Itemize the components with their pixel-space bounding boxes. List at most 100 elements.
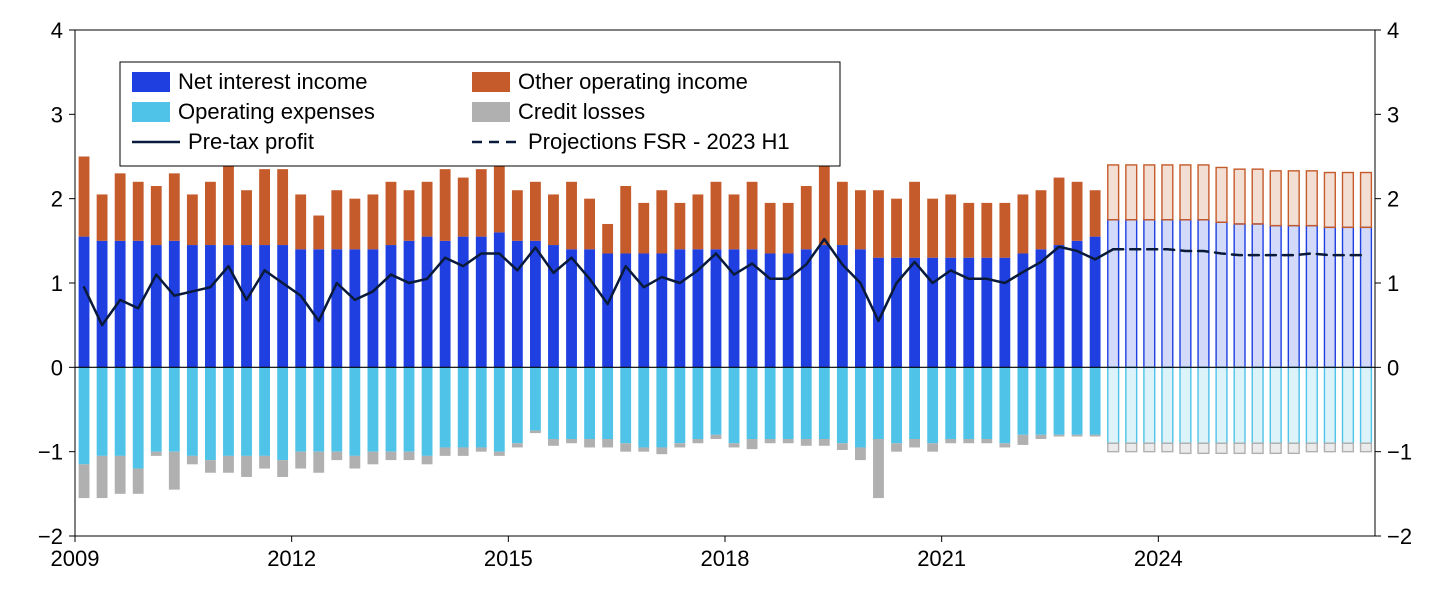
credit_losses-bar: [945, 439, 956, 443]
operating_expenses-bar: [241, 367, 252, 456]
svg-text:1: 1: [51, 271, 63, 296]
credit_losses-bar: [187, 456, 198, 464]
operating_expenses-bar: [440, 367, 451, 447]
credit_losses-bar: [476, 447, 487, 451]
net_interest_income-bar: [133, 241, 144, 367]
other_operating_income-bar: [1180, 165, 1191, 220]
other_operating_income-bar: [1234, 169, 1245, 224]
net_interest_income-bar: [855, 249, 866, 367]
operating_expenses-bar: [386, 367, 397, 451]
net_interest_income-bar: [313, 249, 324, 367]
credit_losses-bar: [1234, 443, 1245, 453]
operating_expenses-bar: [1198, 367, 1209, 443]
other_operating_income-bar: [151, 186, 162, 245]
net_interest_income-bar: [422, 237, 433, 368]
net_interest_income-bar: [602, 253, 613, 367]
profit-decomposition-chart: −2−2−1−100112233442009201220152018202120…: [0, 0, 1445, 596]
other_operating_income-bar: [566, 182, 577, 249]
net_interest_income-bar: [1036, 249, 1047, 367]
other_operating_income-bar: [476, 169, 487, 236]
credit_losses-bar: [1036, 435, 1047, 439]
net_interest_income-bar: [259, 245, 270, 367]
credit_losses-bar: [386, 452, 397, 460]
credit_losses-bar: [1216, 443, 1227, 453]
legend-swatch: [132, 72, 170, 92]
credit_losses-bar: [277, 460, 288, 477]
net_interest_income-bar: [368, 249, 379, 367]
net_interest_income-bar: [891, 258, 902, 368]
credit_losses-bar: [981, 439, 992, 443]
credit_losses-bar: [927, 443, 938, 451]
operating_expenses-bar: [584, 367, 595, 439]
credit_losses-bar: [1270, 443, 1281, 453]
svg-text:4: 4: [51, 18, 63, 43]
credit_losses-bar: [1306, 443, 1317, 451]
credit_losses-bar: [151, 452, 162, 456]
credit_losses-bar: [602, 439, 613, 447]
other_operating_income-bar: [981, 203, 992, 258]
net_interest_income-bar: [1054, 245, 1065, 367]
operating_expenses-bar: [963, 367, 974, 439]
net_interest_income-bar: [277, 245, 288, 367]
operating_expenses-bar: [1288, 367, 1299, 443]
operating_expenses-bar: [115, 367, 126, 456]
net_interest_income-bar: [241, 245, 252, 367]
credit_losses-bar: [97, 456, 108, 498]
credit_losses-bar: [1090, 435, 1101, 437]
operating_expenses-bar: [458, 367, 469, 447]
credit_losses-bar: [819, 439, 830, 446]
net_interest_income-bar: [530, 241, 541, 367]
credit_losses-bar: [1288, 443, 1299, 453]
net_interest_income-bar: [729, 249, 740, 367]
legend-label: Net interest income: [178, 69, 368, 94]
operating_expenses-bar: [494, 367, 505, 451]
credit_losses-bar: [530, 431, 541, 434]
operating_expenses-bar: [1252, 367, 1263, 443]
operating_expenses-bar: [1054, 367, 1065, 434]
operating_expenses-bar: [295, 367, 306, 451]
operating_expenses-bar: [1306, 367, 1317, 443]
other_operating_income-bar: [945, 194, 956, 257]
credit_losses-bar: [223, 456, 234, 473]
operating_expenses-bar: [1270, 367, 1281, 443]
other_operating_income-bar: [963, 203, 974, 258]
credit_losses-bar: [404, 452, 415, 460]
operating_expenses-bar: [1361, 367, 1372, 443]
other_operating_income-bar: [656, 190, 667, 253]
credit_losses-bar: [349, 456, 360, 469]
credit_losses-bar: [873, 439, 884, 498]
net_interest_income-bar: [1343, 227, 1354, 367]
operating_expenses-bar: [945, 367, 956, 439]
other_operating_income-bar: [548, 194, 559, 245]
other_operating_income-bar: [277, 169, 288, 245]
net_interest_income-bar: [1270, 226, 1281, 368]
other_operating_income-bar: [783, 203, 794, 254]
operating_expenses-bar: [313, 367, 324, 451]
credit_losses-bar: [331, 452, 342, 460]
credit_losses-bar: [747, 439, 758, 449]
credit_losses-bar: [259, 456, 270, 469]
other_operating_income-bar: [1306, 171, 1317, 226]
other_operating_income-bar: [855, 190, 866, 249]
operating_expenses-bar: [331, 367, 342, 451]
operating_expenses-bar: [349, 367, 360, 456]
credit_losses-bar: [133, 469, 144, 494]
operating_expenses-bar: [819, 367, 830, 439]
operating_expenses-bar: [97, 367, 108, 456]
net_interest_income-bar: [548, 245, 559, 367]
operating_expenses-bar: [674, 367, 685, 443]
other_operating_income-bar: [1036, 190, 1047, 249]
other_operating_income-bar: [313, 216, 324, 250]
net_interest_income-bar: [765, 253, 776, 367]
operating_expenses-bar: [981, 367, 992, 439]
other_operating_income-bar: [837, 182, 848, 245]
legend-label: Pre-tax profit: [188, 129, 314, 154]
credit_losses-bar: [584, 439, 595, 447]
operating_expenses-bar: [512, 367, 523, 443]
operating_expenses-bar: [1324, 367, 1335, 443]
operating_expenses-bar: [1018, 367, 1029, 434]
operating_expenses-bar: [476, 367, 487, 447]
net_interest_income-bar: [1072, 241, 1083, 367]
credit_losses-bar: [1252, 443, 1263, 453]
credit_losses-bar: [729, 443, 740, 447]
